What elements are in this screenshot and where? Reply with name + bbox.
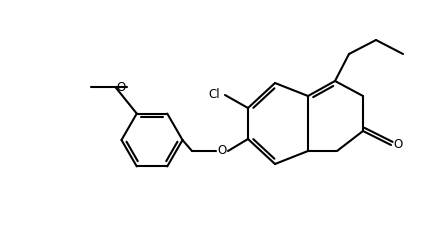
Text: O: O — [217, 145, 226, 157]
Text: Cl: Cl — [208, 89, 220, 101]
Text: O: O — [393, 138, 402, 152]
Text: O: O — [117, 81, 126, 94]
